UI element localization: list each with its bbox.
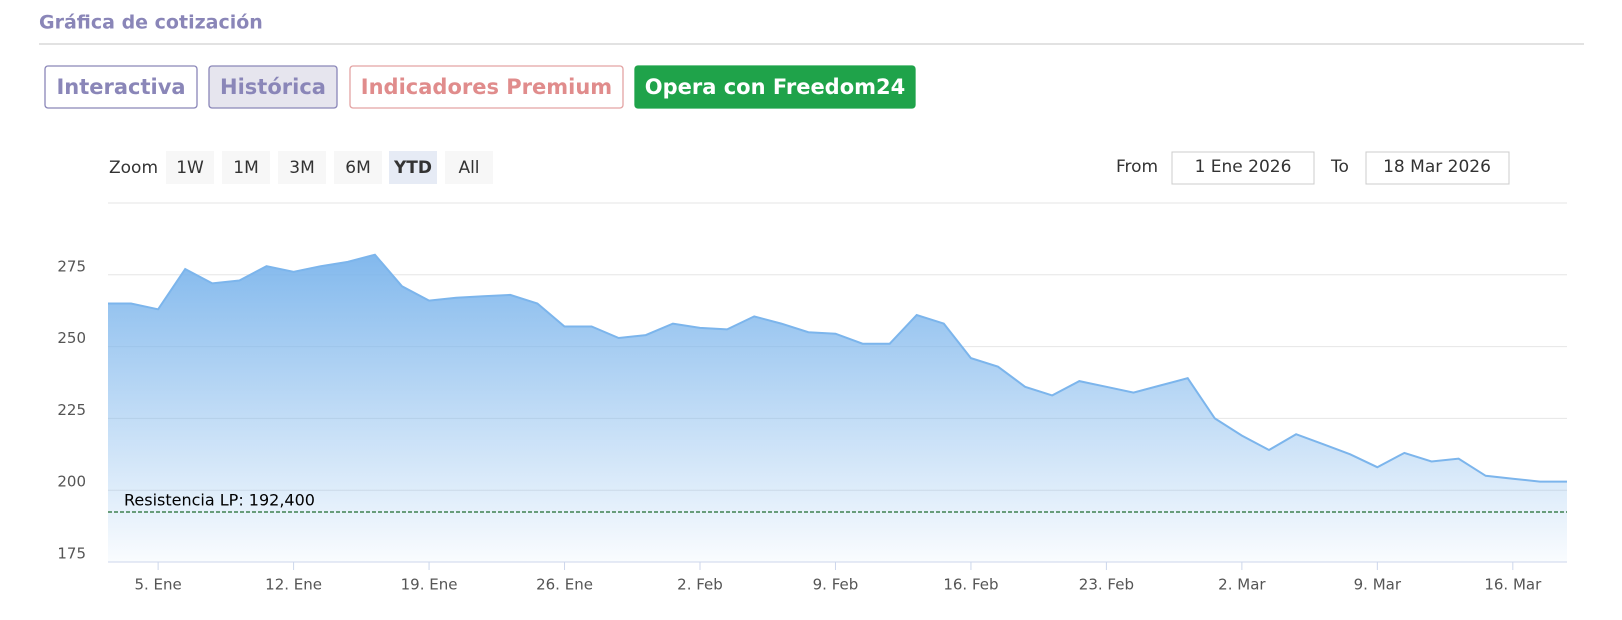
zoom-option[interactable]: 6M [345, 158, 370, 178]
resistance-label: Resistencia LP: 192,400 [124, 491, 315, 510]
tab-label[interactable]: Histórica [220, 75, 326, 99]
chart: 175 200 225 250 275 Resistencia LP: 192,400 5.… [57, 202, 1567, 594]
x-tick-label: 26. Ene [536, 576, 593, 594]
section-title: Gráfica de cotización [39, 12, 263, 34]
to-input[interactable] [1365, 151, 1510, 185]
tab-button[interactable] [208, 65, 338, 109]
zoom-option[interactable]: 3M [289, 158, 314, 178]
x-tick-label: 19. Ene [401, 576, 458, 594]
x-tick-label: 12. Ene [265, 576, 322, 594]
price-line [108, 253, 1567, 483]
zoom-option[interactable]: All [458, 158, 479, 178]
zoom-button[interactable] [445, 151, 493, 184]
x-tick-label: 16. Mar [1484, 576, 1542, 594]
x-tick-label: 9. Mar [1354, 576, 1402, 594]
x-tick-label: 2. Mar [1218, 576, 1266, 594]
x-tick-label: 2. Feb [677, 576, 723, 594]
zoom-option[interactable]: 1W [176, 158, 204, 178]
tab-label[interactable]: Interactiva [56, 75, 185, 99]
zoom-button[interactable] [278, 151, 326, 184]
tab-button[interactable] [44, 65, 198, 109]
y-tick-label: 275 [57, 257, 86, 275]
y-tick-label: 200 [57, 473, 86, 491]
zoom-button[interactable] [222, 151, 270, 184]
zoom-button[interactable] [389, 151, 437, 184]
x-tick-label: 5. Ene [134, 576, 181, 594]
x-tick-label: 23. Feb [1079, 576, 1134, 594]
tab-label[interactable]: Opera con Freedom24 [645, 75, 906, 99]
from-value[interactable]: 1 Ene 2026 [1195, 157, 1292, 177]
x-tick-label: 9. Feb [813, 576, 859, 594]
x-tick-label: 16. Feb [943, 576, 998, 594]
y-tick-label: 175 [57, 545, 86, 563]
zoom-button[interactable] [334, 151, 382, 184]
area-fill [108, 254, 1567, 562]
tabs: Interactiva Histórica Indicadores Premium O… [44, 65, 916, 109]
zoom-option[interactable]: 1M [233, 158, 258, 178]
zoom-option[interactable]: YTD [393, 158, 432, 178]
from-input[interactable] [1171, 151, 1315, 185]
y-tick-label: 250 [57, 329, 86, 347]
y-tick-label: 225 [57, 401, 86, 419]
tab-button[interactable] [634, 65, 916, 109]
tab-button[interactable] [349, 65, 624, 109]
to-value[interactable]: 18 Mar 2026 [1383, 157, 1491, 177]
zoom-button[interactable] [166, 151, 214, 184]
to-label: To [1330, 157, 1349, 177]
toolbar: Zoom 1W 1M 3M 6M YTD All From 1 Ene 2026 To 18 Mar… [109, 151, 1510, 185]
tab-label[interactable]: Indicadores Premium [361, 75, 612, 99]
from-label: From [1116, 157, 1158, 177]
zoom-label: Zoom [109, 158, 158, 178]
